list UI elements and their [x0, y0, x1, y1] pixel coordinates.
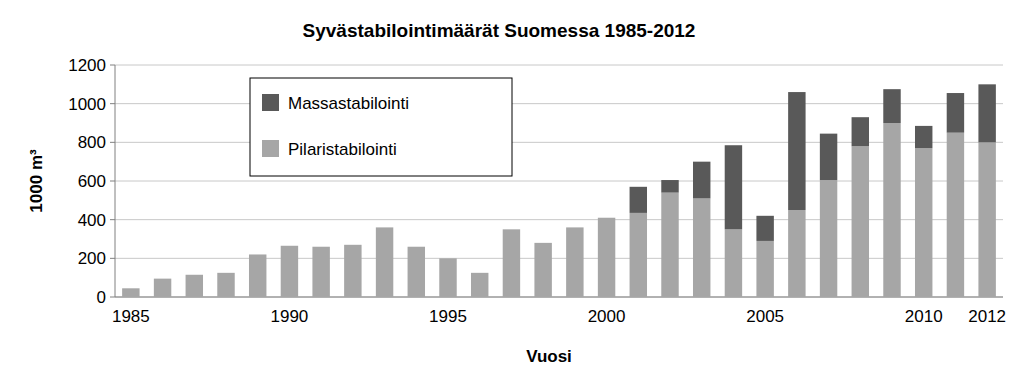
bar: [725, 145, 742, 229]
bar: [249, 254, 266, 297]
legend-box: [250, 78, 512, 176]
bar: [978, 84, 995, 142]
bar: [376, 227, 393, 297]
bar: [820, 180, 837, 297]
legend-label: Pilaristabilointi: [288, 140, 397, 159]
grid-line: [115, 297, 1003, 298]
bar: [566, 227, 583, 228]
bar: [820, 134, 837, 180]
y-tick-label: 1000: [68, 95, 106, 114]
bar: [439, 258, 456, 259]
x-axis-title: Vuosi: [526, 347, 572, 366]
bar: [408, 247, 425, 297]
y-tick-label: 400: [78, 211, 106, 230]
y-tick-label: 200: [78, 249, 106, 268]
bar: [408, 246, 425, 247]
bar: [186, 274, 203, 275]
bar: [376, 227, 393, 228]
y-tick: [110, 65, 115, 66]
bar: [598, 218, 615, 297]
grid-line: [115, 142, 1003, 143]
x-axis: [115, 297, 1003, 298]
bar: [566, 227, 583, 297]
y-tick: [110, 258, 115, 259]
x-tick-label: 1990: [271, 307, 309, 326]
bar: [661, 180, 678, 193]
bar: [312, 246, 329, 247]
y-tick: [110, 103, 115, 104]
y-tick: [110, 297, 115, 298]
bar: [883, 89, 900, 123]
bar: [534, 243, 551, 297]
bar: [883, 123, 900, 297]
bar: [471, 273, 488, 297]
bar: [186, 275, 203, 297]
grid-line: [115, 219, 1003, 220]
bar: [471, 272, 488, 273]
bar: [312, 247, 329, 297]
bar: [978, 142, 995, 297]
bar: [947, 133, 964, 297]
bar: [598, 217, 615, 218]
bar: [122, 288, 139, 297]
bar: [788, 92, 805, 210]
bar: [788, 210, 805, 297]
bar: [534, 242, 551, 243]
bar: [661, 193, 678, 297]
bar: [217, 272, 234, 273]
x-tick-label: 2012: [968, 307, 1006, 326]
bar: [503, 229, 520, 297]
bar: [756, 241, 773, 297]
x-tick-label: 1985: [112, 307, 150, 326]
y-tick-label: 600: [78, 172, 106, 191]
chart: Syvästabilointimäärät Suomessa 1985-2012…: [0, 0, 1024, 373]
bar: [915, 148, 932, 297]
bar: [947, 93, 964, 133]
bar: [852, 146, 869, 297]
y-tick: [110, 142, 115, 143]
bar: [915, 126, 932, 148]
grid-line: [115, 103, 1003, 104]
x-tick-label: 2005: [746, 307, 784, 326]
bar: [630, 187, 647, 213]
x-tick-label: 2010: [905, 307, 943, 326]
bar: [725, 229, 742, 297]
legend: Massastabilointi Pilaristabilointi: [250, 78, 512, 176]
bar: [217, 273, 234, 297]
y-tick: [110, 181, 115, 182]
grid-line: [115, 258, 1003, 259]
title: Syvästabilointimäärät Suomessa 1985-2012: [303, 20, 696, 41]
bar: [344, 245, 361, 297]
bar: [154, 278, 171, 279]
legend-label: Massastabilointi: [288, 94, 409, 113]
bar: [439, 258, 456, 297]
bar: [154, 279, 171, 297]
bar: [693, 162, 710, 199]
x-tick-label: 2000: [588, 307, 626, 326]
x-tick-label: 1995: [429, 307, 467, 326]
y-axis-title: 1000 m³: [27, 149, 46, 213]
bar: [852, 117, 869, 146]
bar: [756, 216, 773, 241]
bar: [630, 213, 647, 297]
bar: [281, 245, 298, 246]
bar: [693, 198, 710, 297]
bar: [344, 244, 361, 245]
bar: [281, 246, 298, 297]
legend-swatch: [262, 94, 279, 111]
y-tick: [110, 219, 115, 220]
bar: [249, 254, 266, 255]
bar: [122, 288, 139, 289]
y-axis: [115, 65, 116, 297]
grid-line: [115, 65, 1003, 66]
grid-line: [115, 181, 1003, 182]
legend-swatch: [262, 140, 279, 157]
y-tick-label: 1200: [68, 56, 106, 75]
y-tick-label: 800: [78, 133, 106, 152]
bar: [503, 229, 520, 230]
y-tick-label: 0: [97, 288, 106, 307]
